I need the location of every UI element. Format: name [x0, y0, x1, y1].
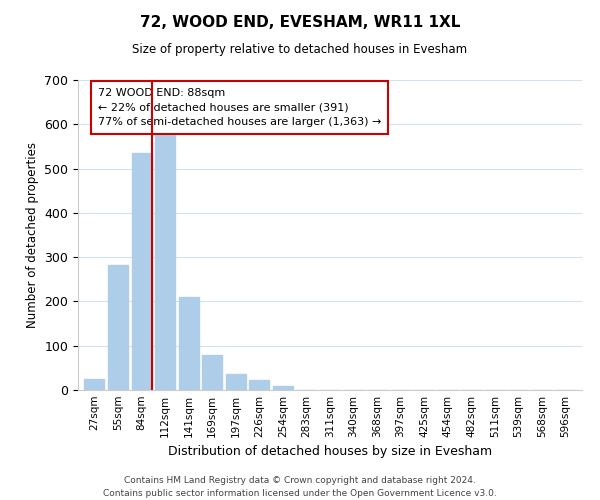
- Bar: [131, 153, 152, 390]
- Bar: [250, 380, 269, 390]
- Bar: [108, 264, 128, 390]
- X-axis label: Distribution of detached houses by size in Evesham: Distribution of detached houses by size …: [168, 446, 492, 458]
- Bar: [273, 386, 293, 390]
- Text: Contains HM Land Registry data © Crown copyright and database right 2024.
Contai: Contains HM Land Registry data © Crown c…: [103, 476, 497, 498]
- Text: 72 WOOD END: 88sqm
← 22% of detached houses are smaller (391)
77% of semi-detach: 72 WOOD END: 88sqm ← 22% of detached hou…: [98, 88, 382, 128]
- Text: Size of property relative to detached houses in Evesham: Size of property relative to detached ho…: [133, 42, 467, 56]
- Bar: [202, 354, 222, 390]
- Text: 72, WOOD END, EVESHAM, WR11 1XL: 72, WOOD END, EVESHAM, WR11 1XL: [140, 15, 460, 30]
- Bar: [179, 297, 199, 390]
- Y-axis label: Number of detached properties: Number of detached properties: [26, 142, 39, 328]
- Bar: [226, 374, 246, 390]
- Bar: [155, 132, 175, 390]
- Bar: [85, 379, 104, 390]
